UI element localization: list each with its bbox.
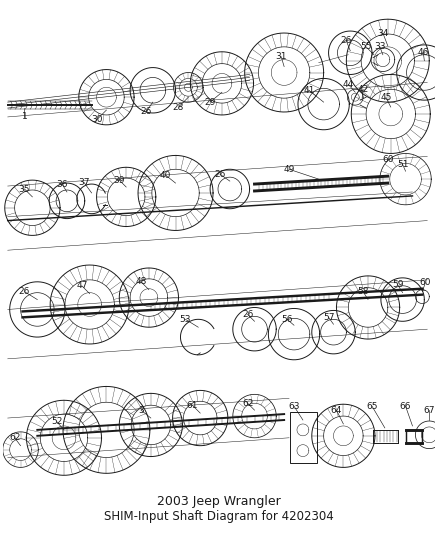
Text: 51: 51 (397, 160, 408, 169)
Text: 53: 53 (180, 315, 191, 324)
Text: 42: 42 (357, 85, 369, 94)
Text: 62: 62 (9, 433, 20, 442)
Text: 26: 26 (140, 108, 152, 117)
Text: 59: 59 (392, 280, 403, 289)
Text: 48: 48 (135, 277, 147, 286)
Text: 39: 39 (113, 175, 125, 184)
Text: 29: 29 (205, 98, 216, 107)
Text: 65: 65 (366, 402, 378, 411)
Text: 37: 37 (78, 177, 89, 187)
Text: SHIM-Input Shaft Diagram for 4202304: SHIM-Input Shaft Diagram for 4202304 (104, 510, 334, 523)
Text: 60: 60 (382, 155, 394, 164)
Text: 62: 62 (242, 399, 253, 408)
Text: 36: 36 (56, 180, 68, 189)
Text: 60: 60 (420, 278, 431, 287)
Text: 28: 28 (173, 102, 184, 111)
Text: 52: 52 (51, 417, 63, 426)
Text: 58: 58 (357, 287, 369, 296)
Text: 3: 3 (138, 406, 144, 415)
Text: 47: 47 (76, 281, 88, 290)
Text: 31: 31 (276, 52, 287, 61)
Text: 67: 67 (424, 406, 435, 415)
Text: 26: 26 (341, 36, 352, 45)
Text: 45: 45 (380, 93, 392, 102)
Text: 63: 63 (288, 402, 300, 411)
Text: 44: 44 (343, 80, 354, 89)
Text: 64: 64 (331, 406, 342, 415)
Text: 26: 26 (19, 287, 30, 296)
Text: 57: 57 (323, 313, 334, 322)
Text: 66: 66 (400, 402, 411, 411)
Text: 46: 46 (418, 49, 429, 57)
Text: 56: 56 (281, 315, 293, 324)
Text: 34: 34 (377, 29, 389, 37)
Text: 33: 33 (374, 42, 385, 51)
Text: 55: 55 (360, 42, 372, 51)
Text: 1: 1 (21, 112, 27, 122)
Text: 2003 Jeep Wrangler: 2003 Jeep Wrangler (157, 496, 281, 508)
Text: 40: 40 (160, 171, 171, 180)
Text: 41: 41 (303, 86, 314, 95)
Text: 61: 61 (187, 401, 198, 410)
Text: 35: 35 (19, 184, 30, 193)
Text: 26: 26 (214, 169, 226, 179)
Text: 26: 26 (242, 310, 253, 319)
Text: 49: 49 (283, 165, 295, 174)
Text: 30: 30 (91, 116, 102, 124)
